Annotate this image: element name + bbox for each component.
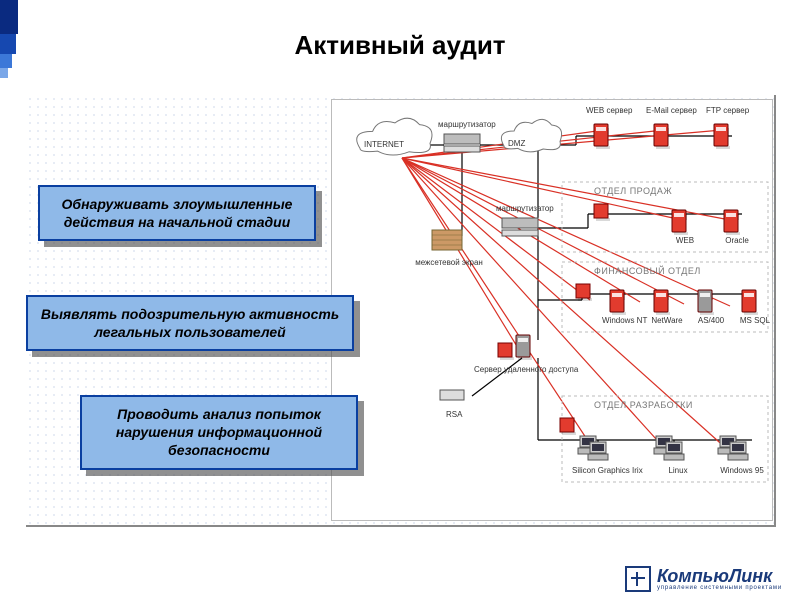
- network-diagram: INTERNET DMZ маршрутизатор маршрутизатор меж…: [331, 99, 773, 521]
- department-title: ФИНАНСОВЫЙ ОТДЕЛ: [594, 266, 701, 276]
- logo-main: КомпьюЛинк: [657, 567, 782, 585]
- diagram-label: NetWare: [646, 316, 688, 325]
- department-title: ОТДЕЛ РАЗРАБОТКИ: [594, 400, 693, 410]
- callout-suspicious: Выявлять подозрительную активность легал…: [26, 295, 354, 351]
- company-logo: КомпьюЛинк управление системными проекта…: [625, 566, 782, 592]
- slide: Активный аудит INTERNET DMZ маршрутизатор м…: [0, 0, 800, 600]
- diagram-label: межсетевой экран: [414, 258, 484, 267]
- content-panel: INTERNET DMZ маршрутизатор маршрутизатор меж…: [26, 95, 776, 527]
- diagram-label: Oracle: [716, 236, 758, 245]
- logo-icon: [625, 566, 651, 592]
- slide-title: Активный аудит: [0, 30, 800, 61]
- diagram-label: AS/400: [690, 316, 732, 325]
- callout-analyze: Проводить анализ попыток нарушения инфор…: [80, 395, 358, 470]
- diagram-label: WEB сервер: [586, 106, 626, 115]
- diagram-label: DMZ: [508, 139, 525, 148]
- diagram-label: WEB: [664, 236, 706, 245]
- logo-sub: управление системными проектами: [657, 585, 782, 591]
- diagram-label: маршрутизатор: [438, 120, 496, 129]
- diagram-label: Сервер удаленного доступа: [474, 365, 564, 374]
- diagram-label: Windows NT: [602, 316, 644, 325]
- diagram-label: INTERNET: [364, 140, 404, 149]
- diagram-label: маршрутизатор: [496, 204, 554, 213]
- department-title: ОТДЕЛ ПРОДАЖ: [594, 186, 672, 196]
- diagram-label: Linux: [648, 466, 708, 475]
- logo-text: КомпьюЛинк управление системными проекта…: [657, 567, 782, 591]
- diagram-label: FTP сервер: [706, 106, 746, 115]
- diagram-label: E-Mail сервер: [646, 106, 686, 115]
- diagram-label: Silicon Graphics Irix: [572, 466, 632, 475]
- callout-detect: Обнаруживать злоумышленные действия на н…: [38, 185, 316, 241]
- diagram-label: RSA: [446, 410, 462, 419]
- diagram-label: MS SQL: [734, 316, 776, 325]
- diagram-label: Windows 95: [712, 466, 772, 475]
